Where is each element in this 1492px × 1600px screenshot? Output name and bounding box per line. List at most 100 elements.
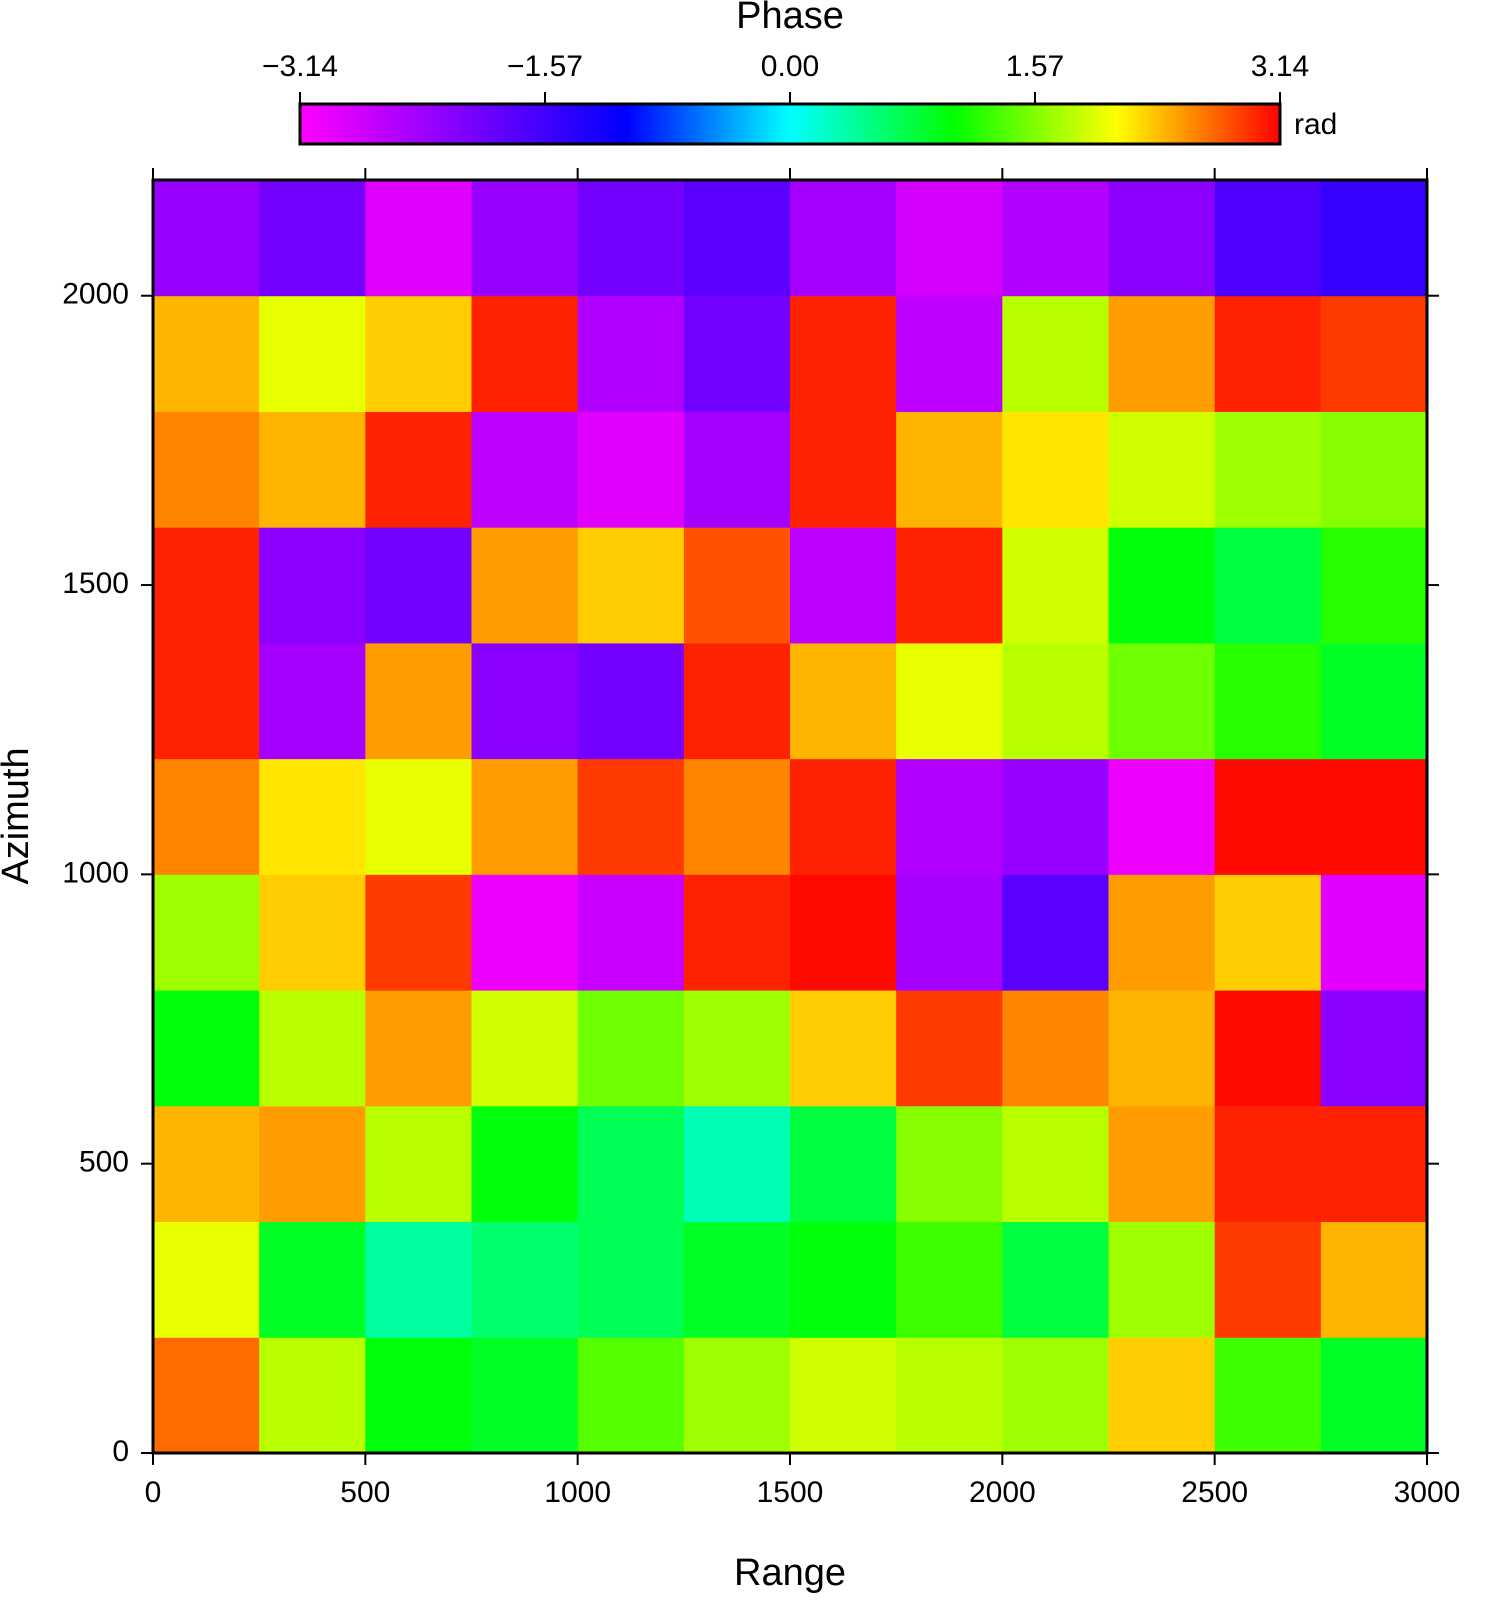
heatmap-cell [365, 527, 472, 644]
heatmap-cell [365, 642, 472, 760]
x-tick-label: 2000 [969, 1476, 1036, 1509]
heatmap-cell [1320, 180, 1428, 297]
heatmap-cell [896, 874, 1003, 991]
heatmap-cell [683, 1105, 791, 1223]
heatmap-cell [1002, 1221, 1109, 1338]
heatmap-cell [790, 295, 897, 412]
heatmap-cell [896, 295, 1003, 412]
heatmap-cell [1108, 1105, 1216, 1223]
heatmap-cell [1002, 180, 1109, 297]
heatmap-cell [1002, 411, 1109, 528]
heatmap-cell [790, 642, 897, 760]
x-axis-label: Range [734, 1552, 846, 1594]
heatmap-cell [1214, 990, 1322, 1107]
colorbar [298, 102, 1282, 146]
heatmap-cell [790, 758, 897, 875]
heatmap-cell [153, 295, 260, 412]
heatmap-cell [1214, 1221, 1322, 1338]
heatmap-cell [683, 527, 791, 644]
heatmap-cell [153, 180, 260, 297]
heatmap-cell [1002, 874, 1109, 991]
heatmap-cell [1002, 1105, 1109, 1223]
heatmap-cell [1108, 1337, 1216, 1454]
heatmap-cell [790, 990, 897, 1107]
heatmap-cell [790, 1337, 897, 1454]
heatmap-cell [471, 295, 579, 412]
heatmap-cell [259, 990, 366, 1107]
heatmap-cell [683, 180, 791, 297]
heatmap-cell [577, 1105, 685, 1223]
heatmap-cell [1108, 990, 1216, 1107]
heatmap-cell [1320, 874, 1428, 991]
x-tick-label: 1500 [757, 1476, 824, 1509]
heatmap-cell [896, 527, 1003, 644]
heatmap-cell [471, 1221, 579, 1338]
heatmap-cell [577, 1221, 685, 1338]
heatmap-cell [471, 527, 579, 644]
heatmap-cell [259, 295, 366, 412]
heatmap-cell [153, 411, 260, 528]
heatmap-cell [577, 1337, 685, 1454]
heatmap-cell [259, 1105, 366, 1223]
colorbar-unit: rad [1294, 108, 1337, 141]
heatmap-cell [896, 990, 1003, 1107]
heatmap-cell [896, 1105, 1003, 1223]
heatmap-cell [1108, 180, 1216, 297]
heatmap-cell [1320, 411, 1428, 528]
y-tick-label: 2000 [62, 278, 129, 311]
y-tick-label: 500 [79, 1146, 129, 1179]
heatmap-cell [1108, 527, 1216, 644]
y-tick-label: 0 [112, 1435, 129, 1468]
heatmap-cell [1108, 758, 1216, 875]
heatmap-cell [471, 990, 579, 1107]
heatmap-cell [1214, 295, 1322, 412]
heatmap-cell [471, 180, 579, 297]
heatmap-cell [1320, 295, 1428, 412]
heatmap-cell [153, 642, 260, 760]
heatmap-cell [365, 1105, 472, 1223]
x-tick-label: 1000 [544, 1476, 611, 1509]
heatmap-cell [365, 874, 472, 991]
heatmap-cell [153, 874, 260, 991]
y-tick-label: 1000 [62, 856, 129, 889]
heatmap-cell [896, 1337, 1003, 1454]
colorbar-title: Phase [736, 0, 844, 37]
heatmap-cell [896, 642, 1003, 760]
heatmap-cell [1002, 295, 1109, 412]
heatmap-cell [1320, 642, 1428, 760]
heatmap-cell [365, 1337, 472, 1454]
heatmap-cell [790, 411, 897, 528]
heatmap-cell [790, 1105, 897, 1223]
heatmap-cell [683, 642, 791, 760]
heatmap-cell [259, 874, 366, 991]
heatmap-cell [1214, 527, 1322, 644]
heatmap-cell [471, 411, 579, 528]
heatmap-cell [365, 1221, 472, 1338]
colorbar-tick-label: 0.00 [761, 50, 819, 83]
heatmap-cell [471, 874, 579, 991]
heatmap-cell [1320, 990, 1428, 1107]
heatmap-cell [577, 411, 685, 528]
heatmap-cell [683, 874, 791, 991]
heatmap-cell [683, 1337, 791, 1454]
heatmap-cell [153, 1337, 260, 1454]
heatmap-cell [153, 527, 260, 644]
heatmap-cell [577, 295, 685, 412]
heatmap-cell [1002, 990, 1109, 1107]
heatmap-cell [790, 1221, 897, 1338]
heatmap-cell [683, 411, 791, 528]
colorbar-tick-label: −3.14 [262, 50, 338, 83]
heatmap-cell [1320, 1337, 1428, 1454]
heatmap-cell [153, 1105, 260, 1223]
heatmap-cell [259, 411, 366, 528]
x-tick-label: 0 [145, 1476, 162, 1509]
heatmap-cell [1320, 1221, 1428, 1338]
heatmap-cell [1320, 758, 1428, 875]
heatmap-cell [1108, 411, 1216, 528]
heatmap-cell [1108, 642, 1216, 760]
heatmap-cell [577, 642, 685, 760]
heatmap-cell [471, 1105, 579, 1223]
heatmap-cell [365, 180, 472, 297]
heatmap-cell [790, 180, 897, 297]
heatmap-cell [683, 758, 791, 875]
